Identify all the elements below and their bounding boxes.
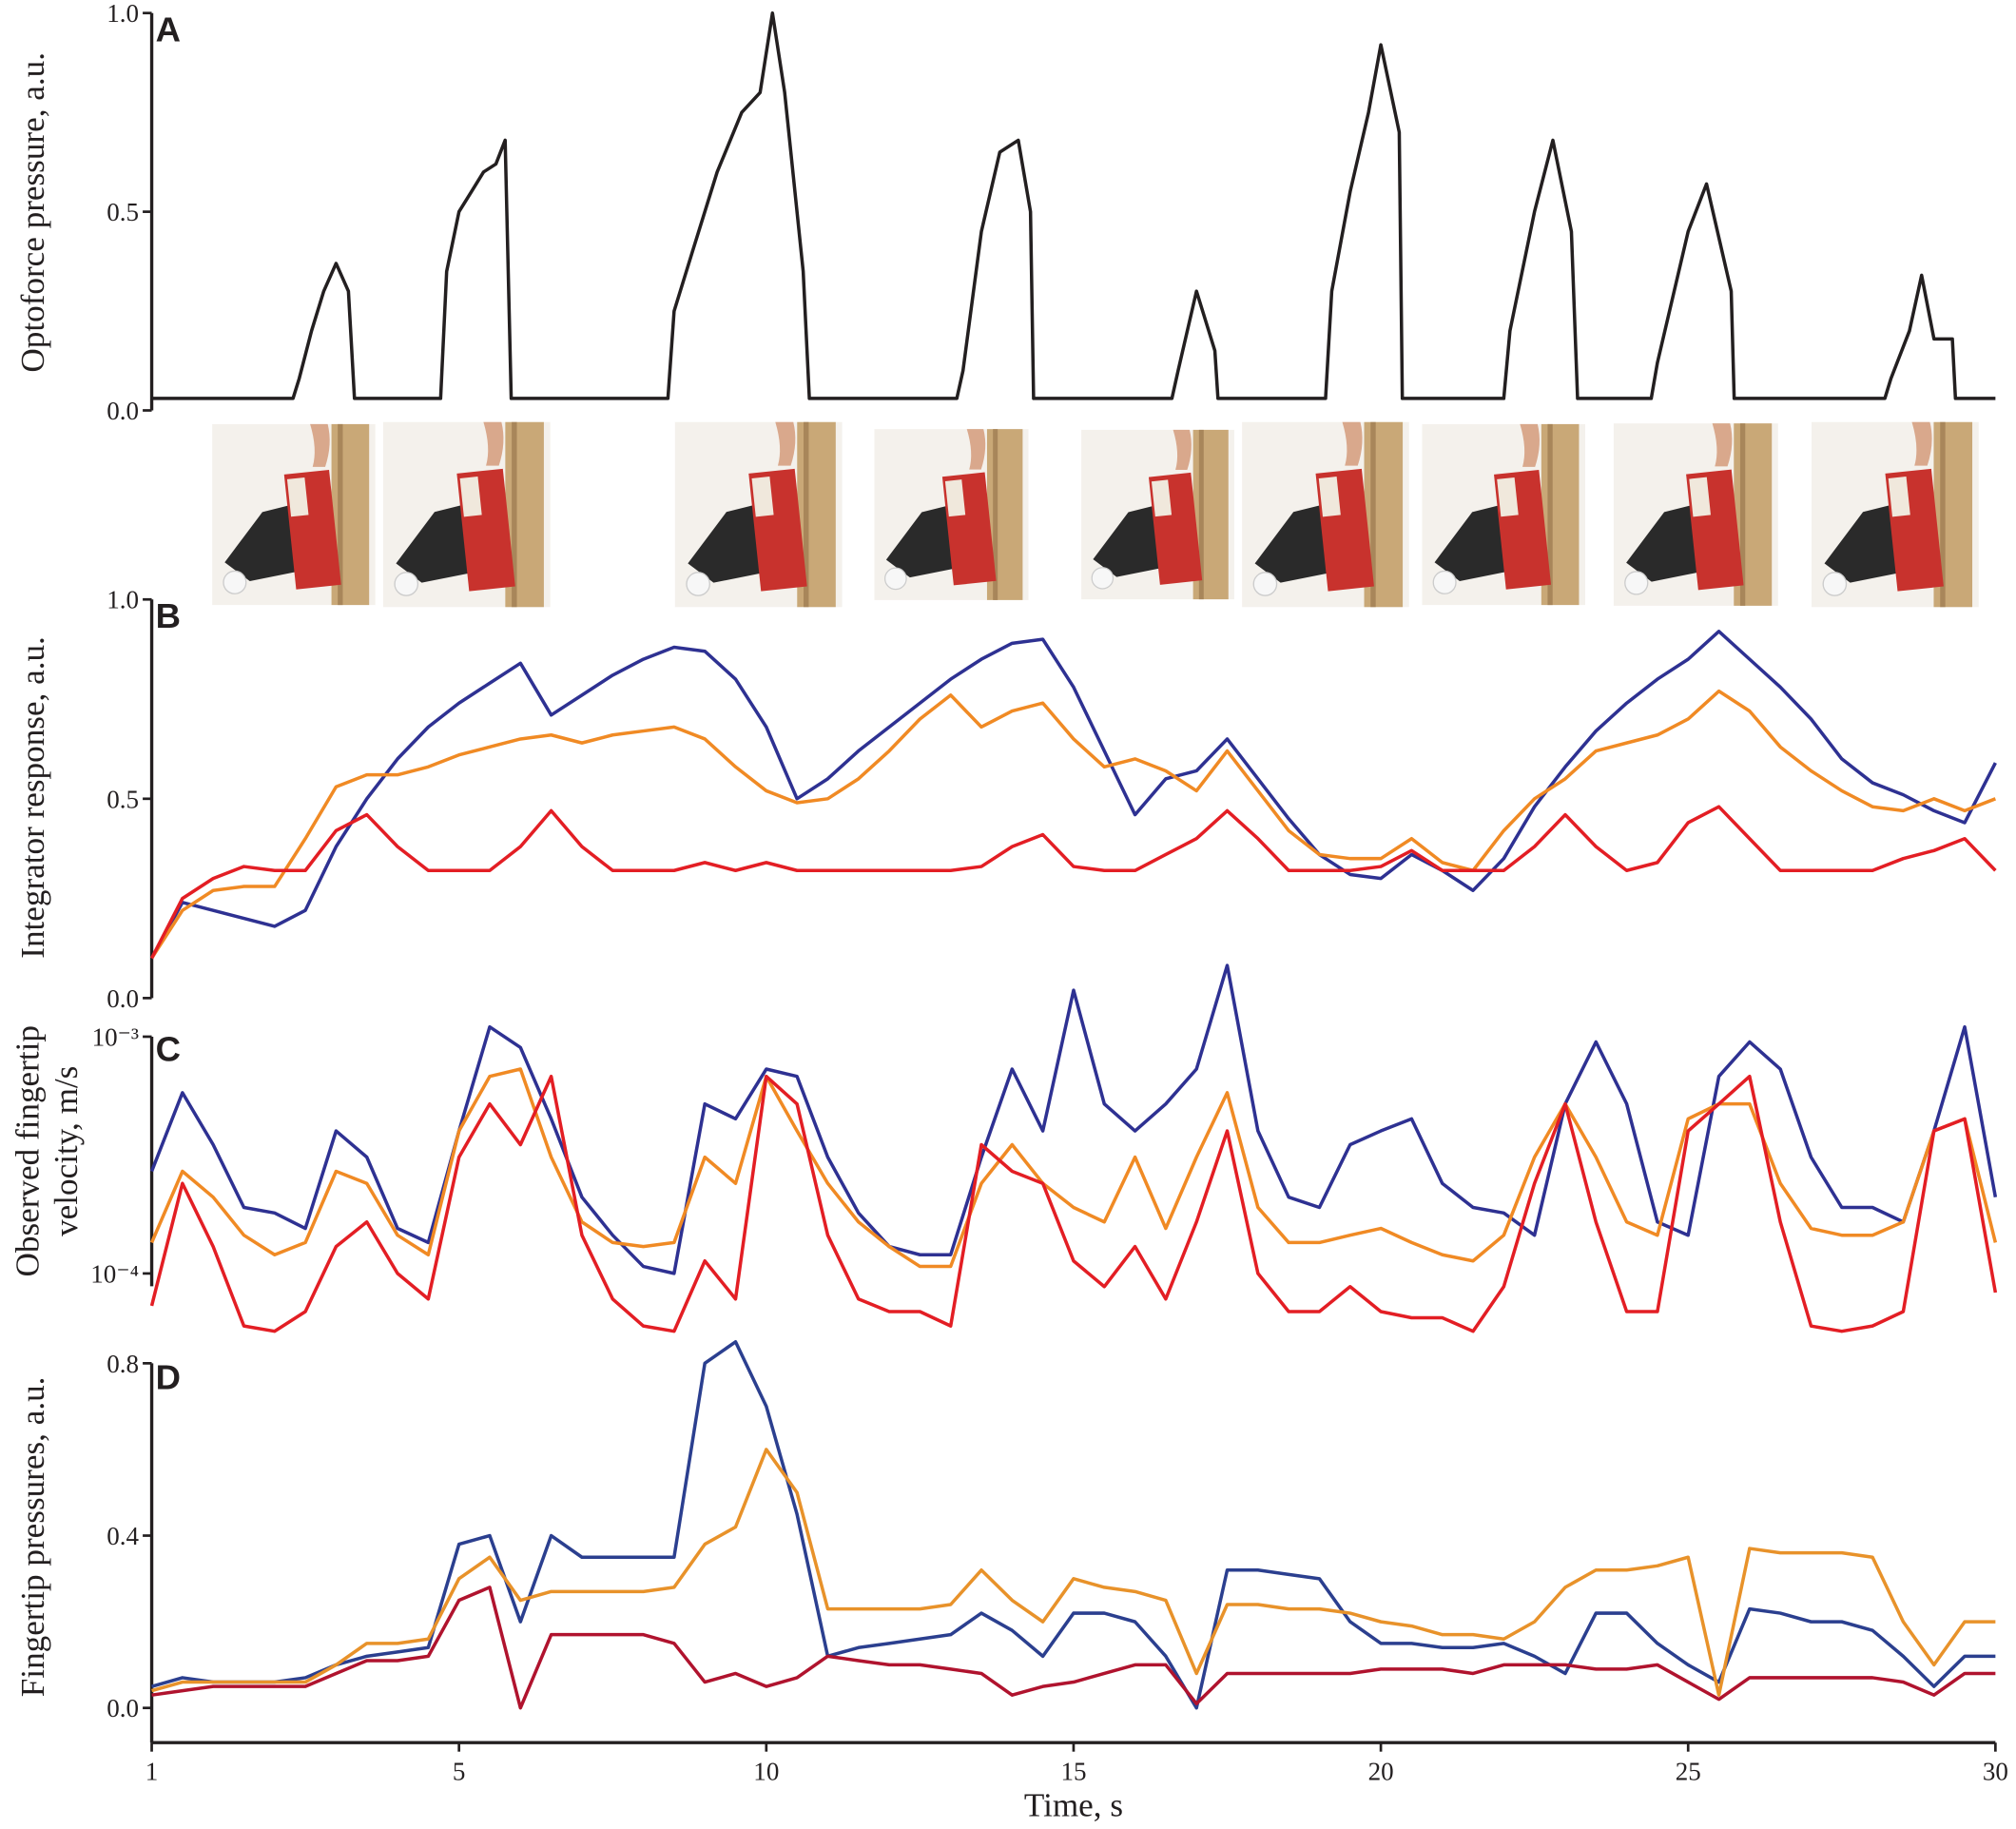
x-tick-label: 10	[753, 1757, 779, 1785]
y-tick-label: 0.0	[107, 984, 139, 1013]
lines	[149, 10, 1998, 1710]
photo	[212, 423, 376, 606]
series-line	[150, 630, 1997, 960]
y-tick-label: 0.5	[107, 198, 139, 226]
y-tick-label: 10⁻⁴	[90, 1259, 139, 1288]
photo	[674, 421, 843, 608]
photo	[1081, 429, 1234, 600]
panel-label: D	[156, 1357, 181, 1396]
y-tick-label: 0.0	[107, 397, 139, 425]
series-line	[151, 1448, 1996, 1697]
series-line	[149, 1074, 1998, 1333]
axes	[143, 11, 1997, 1752]
series-line	[151, 10, 1996, 400]
photo	[1811, 421, 1980, 608]
series-line	[150, 689, 1997, 960]
y-tick-label: 0.5	[107, 785, 139, 813]
panel-label: B	[156, 596, 181, 635]
series-line	[151, 1586, 1996, 1710]
series-line	[149, 963, 1998, 1275]
photo	[1422, 423, 1586, 606]
y-axis-label: Optoforce pressure, a.u.	[14, 52, 51, 373]
photo	[382, 421, 552, 608]
y-tick-label: 10⁻³	[92, 1022, 139, 1051]
x-axis-label: Time, s	[1024, 1786, 1123, 1823]
x-tick-label: 1	[145, 1757, 159, 1785]
y-tick-label: 0.0	[107, 1694, 139, 1722]
y-axis-label: velocity, m/s	[48, 1066, 85, 1236]
photo	[1613, 422, 1778, 607]
series-line	[151, 1340, 1996, 1710]
y-tick-label: 1.0	[107, 586, 139, 614]
photo-strip	[212, 421, 1980, 608]
y-tick-label: 0.4	[107, 1522, 139, 1550]
y-axis-label: Integrator response, a.u.	[14, 636, 51, 959]
series-line	[149, 1067, 1998, 1269]
y-axis-label: Observed fingertip	[10, 1025, 47, 1276]
x-tick-label: 5	[453, 1757, 466, 1785]
y-axis-label: Fingertip pressures, a.u.	[14, 1377, 51, 1698]
x-tick-label: 15	[1060, 1757, 1086, 1785]
labels: 0.0 0.5 1.0 Optoforce pressure, a.u. A 0.0 0.5…	[10, 0, 2008, 1823]
x-tick-label: 20	[1368, 1757, 1394, 1785]
photo	[1242, 421, 1409, 608]
y-tick-label: 0.8	[107, 1350, 139, 1378]
series-line	[149, 805, 1997, 960]
y-tick-label: 1.0	[107, 0, 139, 28]
x-tick-label: 30	[1983, 1757, 2008, 1785]
panel-label: C	[156, 1030, 181, 1069]
panel-label: A	[156, 10, 181, 49]
photo	[874, 428, 1029, 601]
x-tick-label: 25	[1676, 1757, 1701, 1785]
